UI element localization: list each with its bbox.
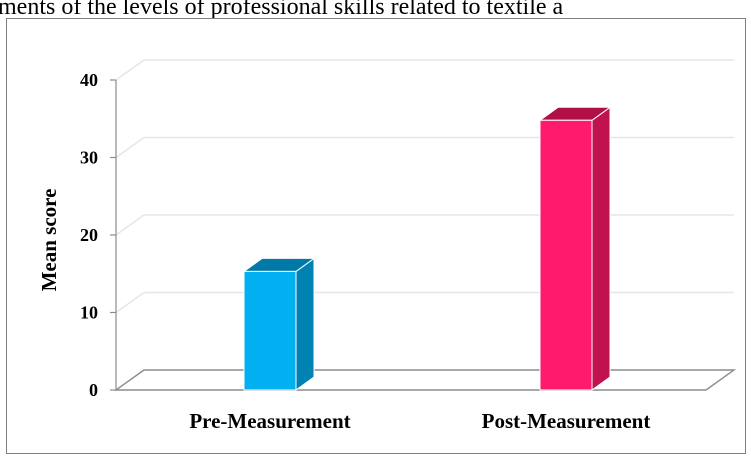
- gridlines: [115, 59, 734, 314]
- bar-side: [591, 106, 611, 391]
- y-tick-labels: 0 10 20 30 40: [80, 70, 98, 400]
- bar-post-measurement: [538, 106, 612, 391]
- bars: [242, 106, 612, 391]
- y-tick-label-40: 40: [80, 70, 98, 90]
- figure-caption-fragment: ments of the levels of professional skil…: [0, 0, 564, 20]
- y-axis: [110, 79, 117, 391]
- y-axis-title: Mean score: [37, 189, 61, 292]
- floor-plane: [113, 369, 737, 391]
- bar-front: [243, 270, 297, 391]
- bar-pre-measurement: [242, 257, 316, 391]
- category-label-pre-measurement: Pre-Measurement: [189, 409, 350, 433]
- y-tick-label-0: 0: [89, 380, 98, 400]
- gridline-side-30: [115, 136, 145, 159]
- gridline-side-20: [115, 214, 145, 236]
- gridline-side-40: [115, 59, 145, 81]
- bar-front: [539, 119, 593, 391]
- bar-side: [295, 257, 315, 391]
- y-tick-label-20: 20: [80, 225, 98, 245]
- y-tick-label-30: 30: [80, 148, 98, 168]
- y-tick-label-10: 10: [80, 303, 98, 323]
- gridline-side-10: [115, 291, 145, 314]
- category-label-post-measurement: Post-Measurement: [482, 409, 651, 433]
- chart-floor: [113, 369, 737, 391]
- category-labels: Pre-Measurement Post-Measurement: [189, 409, 650, 433]
